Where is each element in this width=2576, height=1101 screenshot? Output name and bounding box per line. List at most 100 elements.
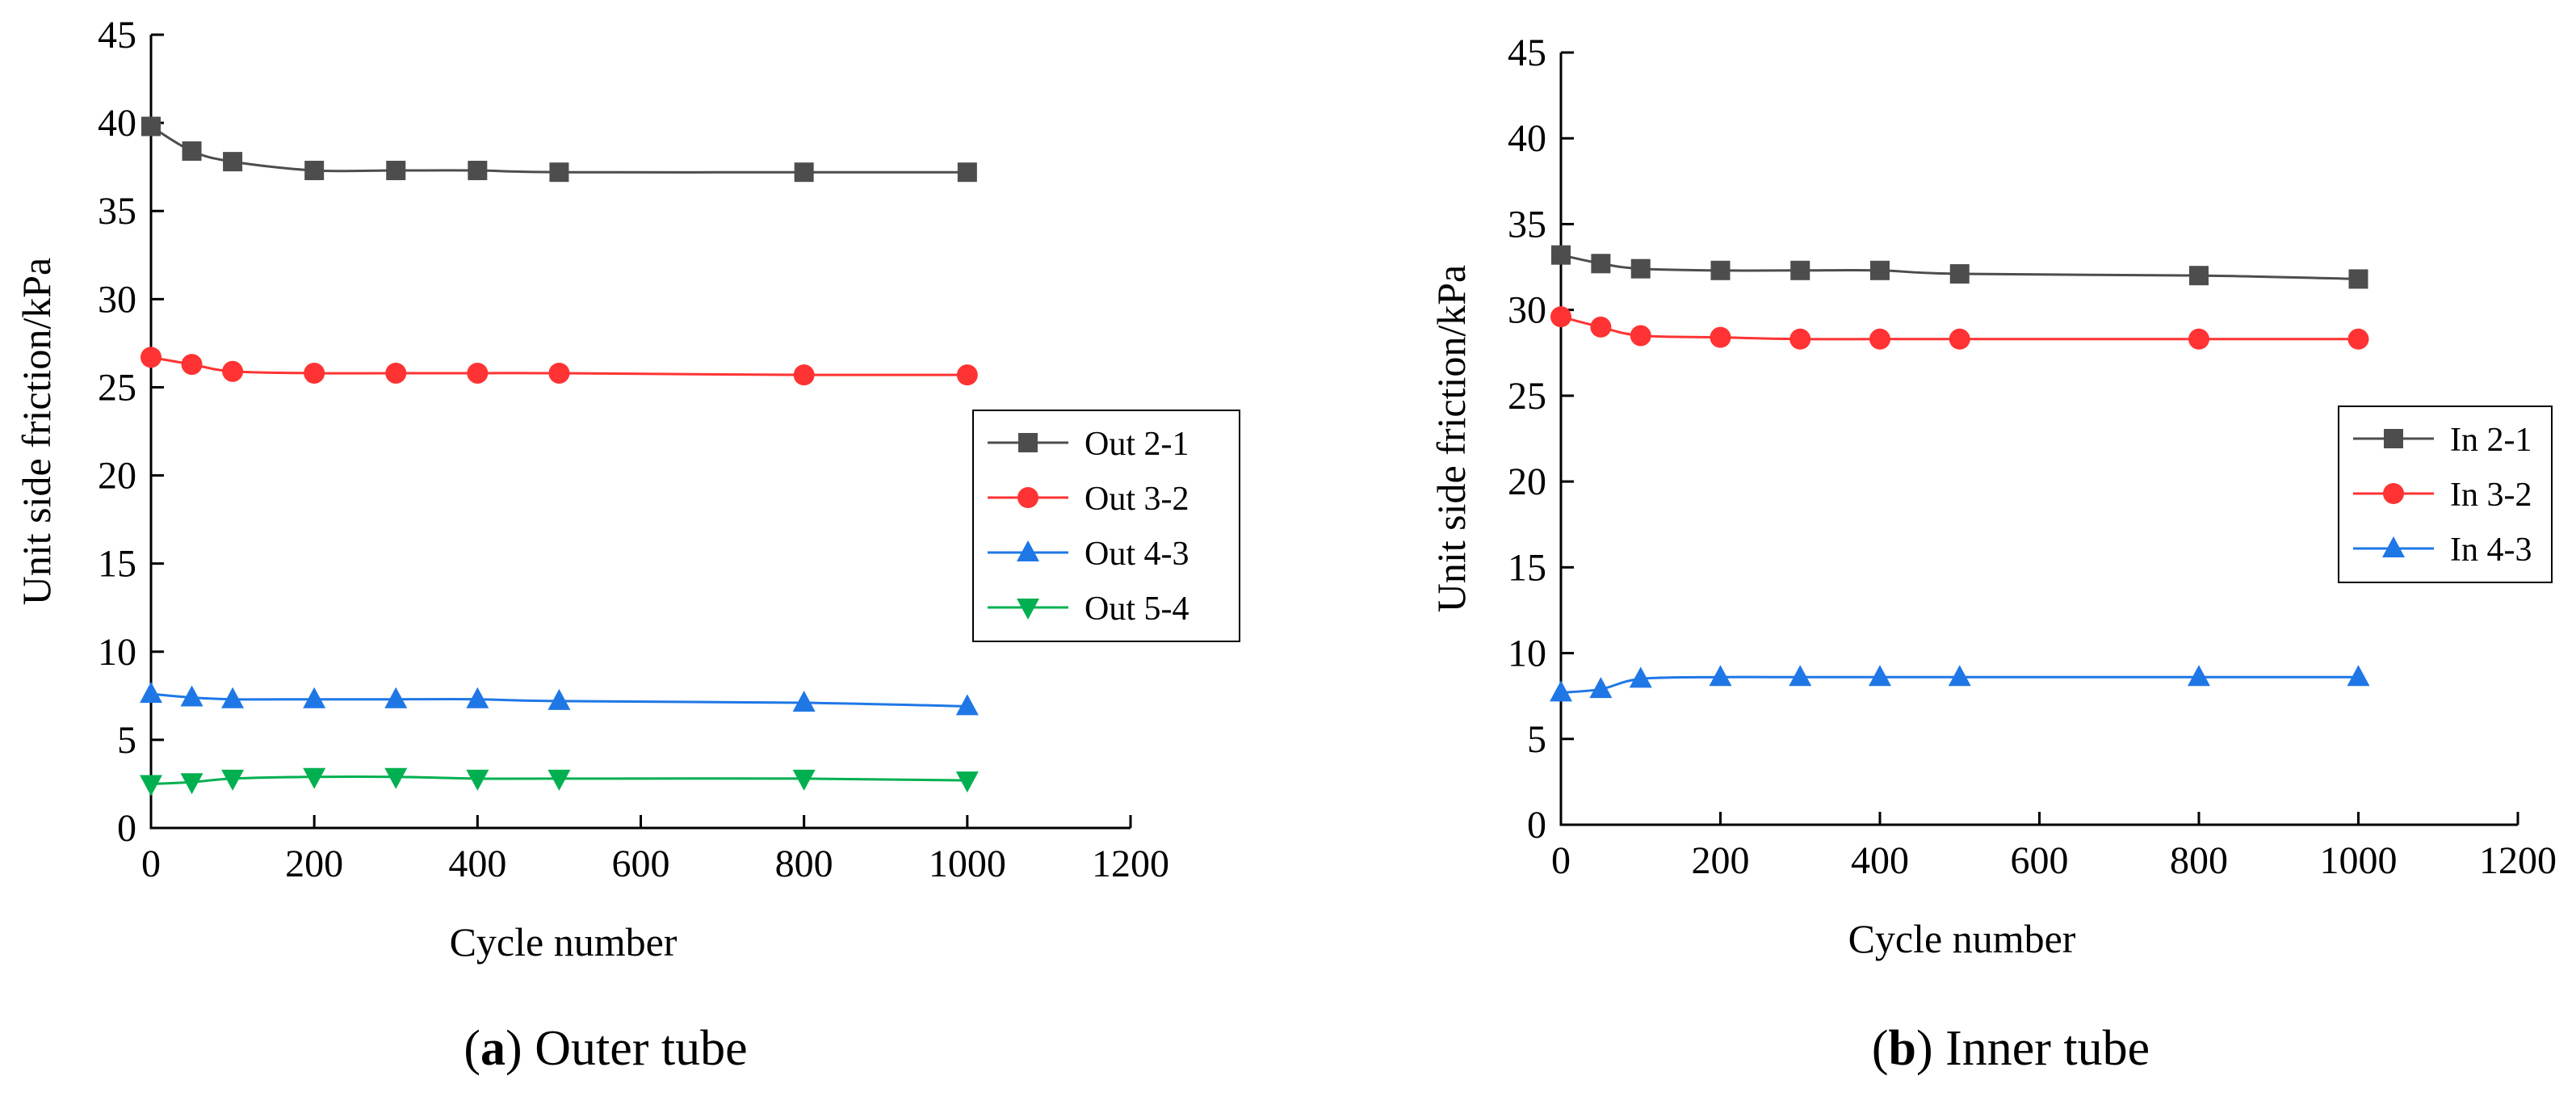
panel-a-ytick-label: 30: [98, 278, 136, 321]
panel-b-legend: In 2-1 In 3-2 In 4-3: [2338, 406, 2553, 583]
panel-b-series-1-point: [1710, 260, 1731, 280]
panel-b-series-3-point: [1629, 666, 1652, 688]
panel-b-series-1-point: [1870, 260, 1890, 280]
panel-a-series-4-point: [955, 771, 979, 793]
panel-a-yaxis-title: Unit side friction/kPa: [14, 258, 59, 606]
panel-a-series-1-point: [549, 162, 569, 183]
panel-a-series-3-point: [548, 688, 571, 710]
panel-a-legend-marker: [1017, 487, 1038, 508]
panel-b-legend-marker: [2383, 483, 2404, 504]
panel-b-series-1-point: [1790, 260, 1810, 280]
panel-b-series-2-point: [1869, 328, 1890, 350]
panel-b-xtick-label: 1200: [2479, 839, 2557, 882]
panel-a-ytick-label: 35: [98, 190, 136, 233]
panel-a-series-2-point: [956, 364, 978, 386]
panel-b-ytick-label: 35: [1508, 203, 1546, 246]
panel-a-series-3-point: [466, 687, 489, 708]
panel-a-legend: Out 2-1 Out 3-2 Out 4-3 Out 5-4: [972, 410, 1240, 642]
panel-a-series-4-point: [792, 769, 816, 791]
panel-a-xtick-label: 1000: [929, 843, 1006, 885]
panel-a-xtick-label: 800: [775, 843, 833, 885]
panel-b-series-1-point: [2348, 269, 2368, 289]
panel-a-series-2-point: [304, 362, 325, 384]
panel-b-ytick-label: 5: [1527, 718, 1546, 761]
panel-a-series-2-point: [385, 362, 407, 384]
panel-a-series-4-point: [548, 769, 571, 791]
panel-b-series-2-point: [1630, 325, 1651, 347]
panel-a-legend-box: [972, 410, 1240, 642]
panel-a-ytick-label: 5: [117, 719, 136, 762]
panel-b-xtick-label: 1000: [2320, 839, 2398, 882]
panel-a-series-4-point: [303, 767, 326, 789]
panel-b-legend-label: In 4-3: [2450, 532, 2532, 569]
panel-a-series-1-point: [223, 152, 243, 172]
cap-b-letter: b: [1888, 1021, 1915, 1076]
panel-b-series-3-point: [1869, 665, 1891, 687]
panel-b-ytick-label: 45: [1508, 32, 1546, 74]
panel-a-series-3-point: [955, 694, 979, 716]
panel-b-ytick-label: 0: [1527, 804, 1546, 847]
panel-b-series-1-point: [2189, 266, 2209, 286]
panel-a-legend-marker: [1017, 540, 1039, 561]
panel-a-series-1-point: [468, 161, 488, 181]
panel-b: 0 5 10 15 20 25 30 35 40 45 0 200 400 600 800 1000 1200 C…: [1429, 32, 2557, 961]
panel-a-series-4-point: [140, 775, 162, 796]
panel-b-xtick-label: 0: [1551, 839, 1571, 882]
panel-b-series-3-point: [1948, 665, 1971, 687]
cap-b-text: Inner tube: [1945, 1021, 2150, 1076]
panel-b-series-1-point: [1551, 245, 1571, 265]
panel-a-xtick-label: 0: [141, 843, 161, 885]
panel-b-ytick-label: 15: [1508, 546, 1546, 589]
panel-b-series-2-point: [2188, 328, 2209, 350]
panel-b-legend-label: In 3-2: [2450, 477, 2532, 514]
panel-a: 0 5 10 15 20 25 30 35 40 45 0 200 400 600 800 1000 1200 C…: [14, 14, 1240, 964]
panel-b-xtick-label: 800: [2170, 839, 2228, 882]
panel-b-ytick-label: 30: [1508, 289, 1546, 332]
panel-a-ytick-label: 20: [98, 455, 136, 498]
panel-b-yaxis-title: Unit side friction/kPa: [1429, 265, 1474, 613]
panel-a-ytick-label: 45: [98, 14, 136, 57]
panel-a-series-3-point: [792, 691, 816, 712]
panel-a-series-3-point: [384, 687, 408, 708]
panel-a-series-3-point: [180, 685, 203, 707]
panel-a-series-2-point: [793, 364, 815, 386]
panel-b-xtick-label: 200: [1692, 839, 1750, 882]
panel-a-legend-label: Out 5-4: [1085, 590, 1189, 628]
panel-b-series-3-point: [2188, 665, 2210, 687]
panel-a-series-4-point: [466, 769, 489, 791]
panel-b-series-3-point: [1789, 665, 1812, 687]
cap-a-letter: a: [480, 1021, 506, 1076]
panel-a-xtick-label: 600: [612, 843, 670, 885]
panel-a-ytick-label: 10: [98, 631, 136, 674]
panel-a-xtick-label: 400: [448, 843, 506, 885]
panel-a-series-2-point: [548, 362, 570, 384]
panel-b-series-2-point: [1550, 306, 1571, 328]
panel-b-ytick-label: 25: [1508, 375, 1546, 418]
panel-b-xaxis-title: Cycle number: [1848, 916, 2076, 961]
panel-a-series-1-point: [957, 162, 977, 183]
panel-b-series-2-point: [1789, 328, 1811, 350]
panel-b-ytick-label: 40: [1508, 117, 1546, 160]
panel-a-series-2-point: [181, 354, 203, 376]
panel-a-legend-marker: [1017, 599, 1039, 620]
panel-a-series-3-point: [303, 687, 326, 708]
panel-a-legend-label: Out 3-2: [1085, 481, 1189, 518]
panel-a-ytick-label: 40: [98, 102, 136, 145]
panel-a-series-2-point: [222, 360, 244, 382]
panel-b-series-2-point: [1710, 326, 1731, 348]
panel-a-ytick-label: 0: [117, 807, 136, 850]
panel-b-series-3-point: [1589, 677, 1613, 699]
panel-b-series-1-point: [1630, 258, 1651, 279]
panel-b-series-1-point: [1591, 254, 1611, 274]
panel-a-xtick-label: 1200: [1092, 843, 1169, 885]
panel-b-series-2-point: [1590, 316, 1612, 338]
panel-b-series-2-point: [1949, 328, 1970, 350]
panel-a-series-1-point: [182, 141, 202, 162]
panel-a-series-1-point: [141, 116, 161, 137]
panel-a-series-2-point: [467, 362, 489, 384]
panel-b-series-3-point: [1550, 680, 1572, 702]
panel-b-series-2-point: [2347, 328, 2369, 350]
panel-a-series-1-point: [304, 161, 325, 181]
panel-a-legend-label: Out 2-1: [1085, 426, 1189, 463]
panel-a-series-3-point: [140, 682, 162, 704]
